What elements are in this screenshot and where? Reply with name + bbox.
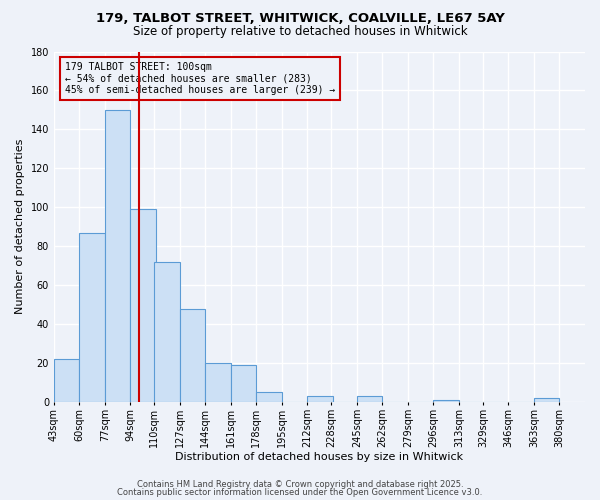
Text: Contains public sector information licensed under the Open Government Licence v3: Contains public sector information licen… [118, 488, 482, 497]
Text: 179, TALBOT STREET, WHITWICK, COALVILLE, LE67 5AY: 179, TALBOT STREET, WHITWICK, COALVILLE,… [95, 12, 505, 26]
Bar [534, 398, 559, 402]
Bar [205, 363, 231, 402]
Y-axis label: Number of detached properties: Number of detached properties [15, 139, 25, 314]
Text: 179 TALBOT STREET: 100sqm
← 54% of detached houses are smaller (283)
45% of semi: 179 TALBOT STREET: 100sqm ← 54% of detac… [65, 62, 335, 95]
Bar [307, 396, 333, 402]
Bar [54, 359, 79, 402]
Bar [154, 262, 180, 402]
Bar [433, 400, 459, 402]
Bar [231, 365, 256, 402]
Bar [105, 110, 130, 402]
Bar [130, 209, 156, 402]
X-axis label: Distribution of detached houses by size in Whitwick: Distribution of detached houses by size … [175, 452, 464, 462]
Text: Size of property relative to detached houses in Whitwick: Size of property relative to detached ho… [133, 25, 467, 38]
Bar [357, 396, 382, 402]
Bar [180, 308, 205, 402]
Bar [256, 392, 282, 402]
Bar [79, 232, 105, 402]
Text: Contains HM Land Registry data © Crown copyright and database right 2025.: Contains HM Land Registry data © Crown c… [137, 480, 463, 489]
